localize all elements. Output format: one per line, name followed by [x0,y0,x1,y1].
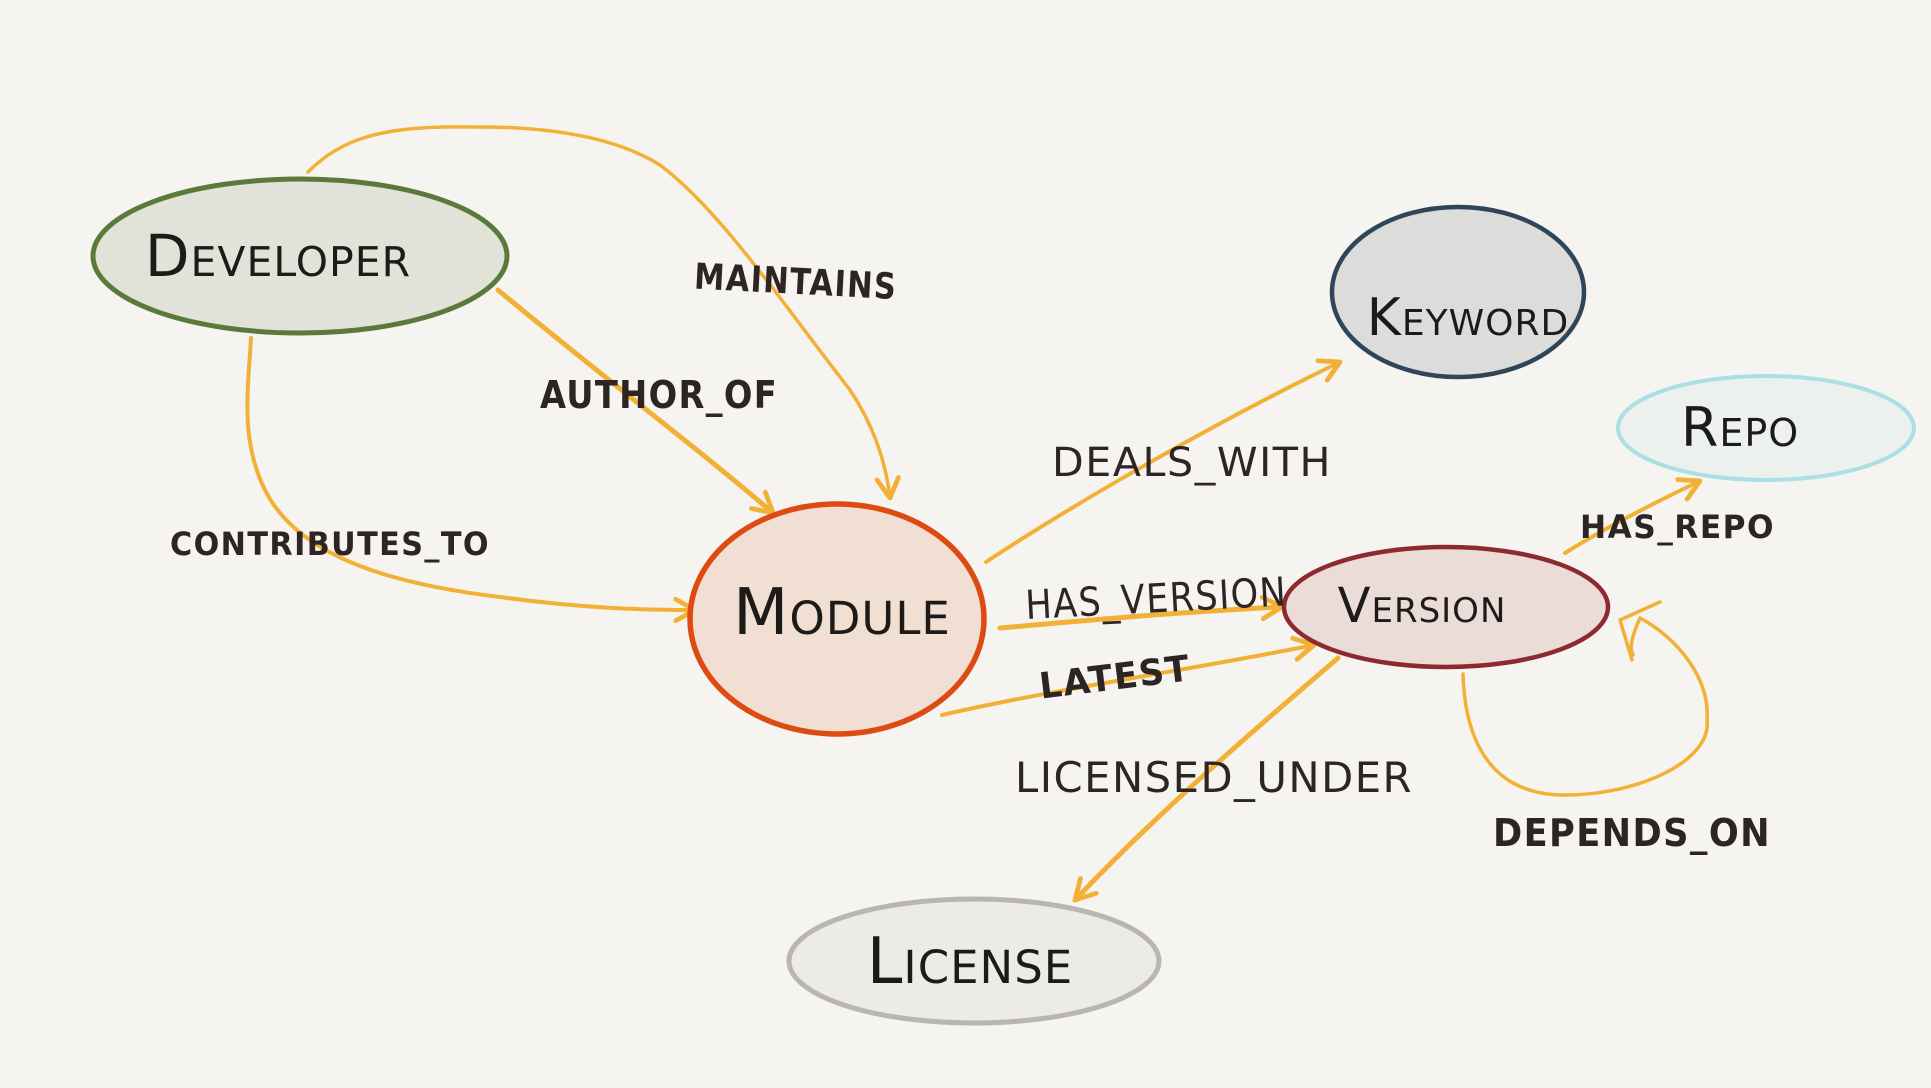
edge-maintains [306,125,890,498]
module-ellipse [687,501,987,737]
edge-label-maintains: MAINTAINS [693,256,898,308]
edge-label-contributes-to: CONTRIBUTES_TO [170,525,490,563]
module-label: Module [733,576,951,650]
edge-has-repo [1563,481,1700,555]
edge-label-has-repo: HAS_REPO [1580,508,1775,546]
node-module[interactable]: Module [687,501,987,737]
node-version[interactable]: Version [1281,544,1611,670]
version-ellipse [1281,544,1611,670]
keyword-ellipse [1329,204,1587,380]
license-label: License [867,925,1073,999]
node-repo[interactable]: Repo [1616,374,1916,482]
edge-label-deals-with: DEALS_WITH [1052,440,1332,486]
node-keyword[interactable]: Keyword [1329,204,1587,380]
edge-author-of [495,287,776,516]
edge-label-depends-on: DEPENDS_ON [1493,811,1771,855]
license-ellipse [786,896,1162,1026]
keyword-label: Keyword [1367,288,1570,348]
edge-latest [940,645,1314,717]
edge-label-latest: LATEST [1037,648,1193,707]
edge-label-has-version: HAS_VERSION [1024,569,1288,629]
edge-label-author-of: AUTHOR_OF [540,373,778,417]
repo-ellipse [1616,374,1916,482]
node-developer[interactable]: Developer [90,176,510,336]
node-license[interactable]: License [786,896,1162,1026]
edge-depends-on [1461,616,1709,797]
developer-ellipse [90,176,510,336]
edge-licensed-under [1072,655,1341,903]
edge-contributes-to [245,336,695,610]
version-label: Version [1338,578,1507,634]
edge-depends-on-head [1618,600,1662,662]
edge-label-licensed-under: LICENSED_UNDER [1015,753,1413,802]
repo-label: Repo [1681,396,1799,459]
edge-deals-with [984,362,1340,564]
developer-label: Developer [145,222,411,290]
edge-has-version [997,607,1285,631]
